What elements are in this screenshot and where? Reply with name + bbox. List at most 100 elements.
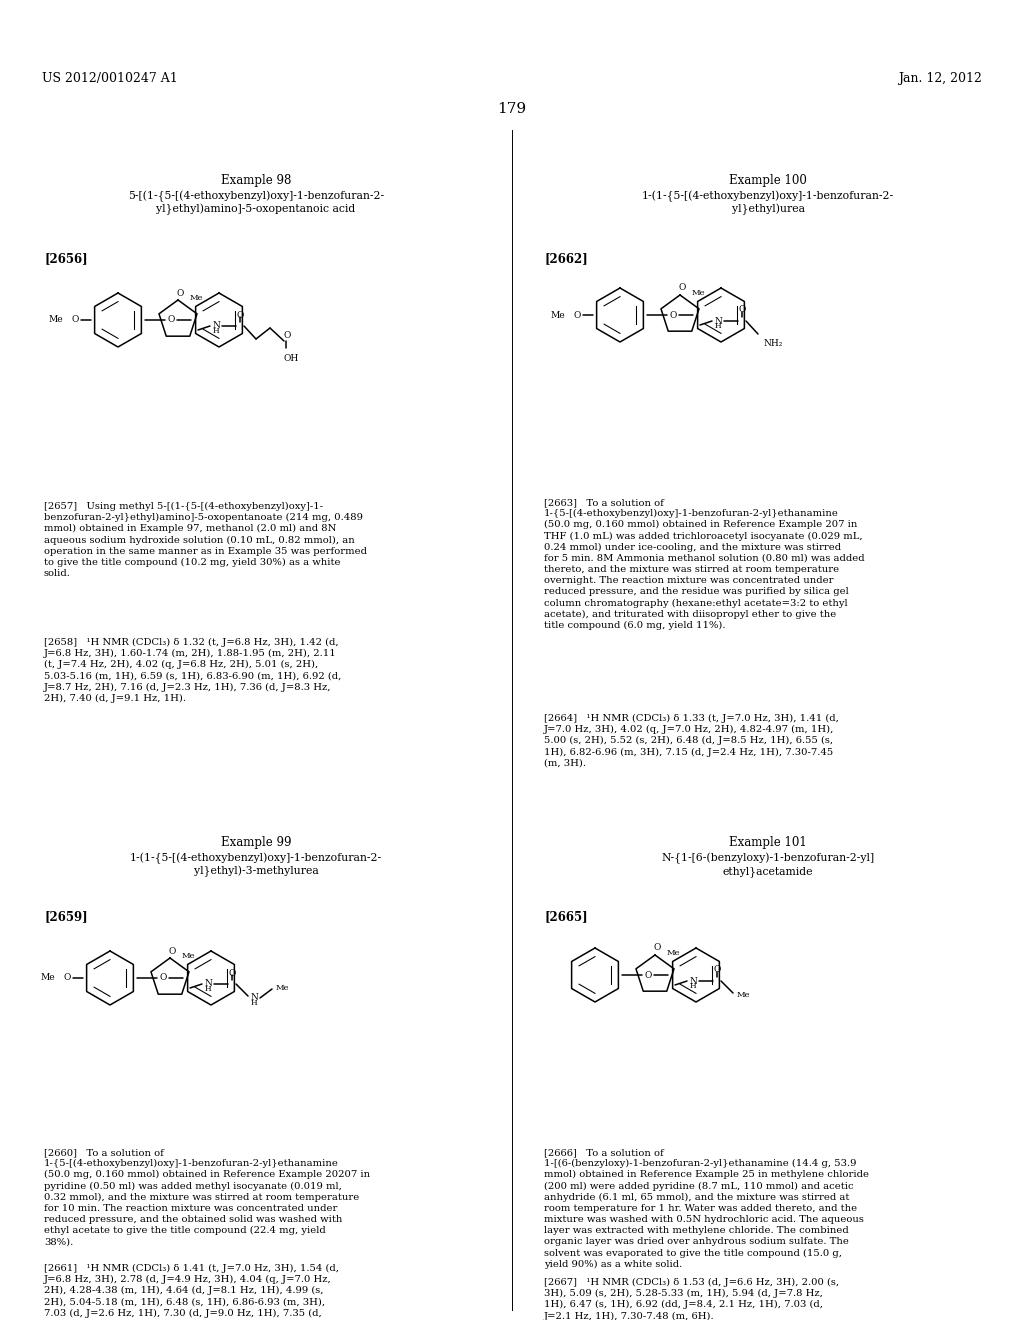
Text: Jan. 12, 2012: Jan. 12, 2012 (898, 73, 982, 84)
Text: H: H (205, 985, 211, 993)
Text: J=6.8 Hz, 3H), 1.60-1.74 (m, 2H), 1.88-1.95 (m, 2H), 2.11: J=6.8 Hz, 3H), 1.60-1.74 (m, 2H), 1.88-1… (44, 649, 337, 659)
Text: reduced pressure, and the residue was purified by silica gel: reduced pressure, and the residue was pu… (544, 587, 849, 597)
Text: 2H), 4.28-4.38 (m, 1H), 4.64 (d, J=8.1 Hz, 1H), 4.99 (s,: 2H), 4.28-4.38 (m, 1H), 4.64 (d, J=8.1 H… (44, 1286, 324, 1295)
Text: Me: Me (692, 289, 706, 297)
Text: 1-(1-{5-[(4-ethoxybenzyl)oxy]-1-benzofuran-2-
yl}ethyl)urea: 1-(1-{5-[(4-ethoxybenzyl)oxy]-1-benzofur… (642, 191, 894, 215)
Text: title compound (6.0 mg, yield 11%).: title compound (6.0 mg, yield 11%). (544, 620, 725, 630)
Text: O: O (237, 310, 244, 319)
Text: 1H), 6.82-6.96 (m, 3H), 7.15 (d, J=2.4 Hz, 1H), 7.30-7.45: 1H), 6.82-6.96 (m, 3H), 7.15 (d, J=2.4 H… (544, 747, 834, 756)
Text: N: N (250, 994, 258, 1002)
Text: Me: Me (667, 949, 681, 957)
Text: 5.00 (s, 2H), 5.52 (s, 2H), 6.48 (d, J=8.5 Hz, 1H), 6.55 (s,: 5.00 (s, 2H), 5.52 (s, 2H), 6.48 (d, J=8… (544, 737, 834, 746)
Text: solid.: solid. (44, 569, 71, 578)
Text: 1H), 6.47 (s, 1H), 6.92 (dd, J=8.4, 2.1 Hz, 1H), 7.03 (d,: 1H), 6.47 (s, 1H), 6.92 (dd, J=8.4, 2.1 … (544, 1300, 823, 1309)
Text: 1-[(6-(benzyloxy)-1-benzofuran-2-yl}ethanamine (14.4 g, 53.9: 1-[(6-(benzyloxy)-1-benzofuran-2-yl}etha… (544, 1159, 856, 1168)
Text: H: H (213, 327, 219, 335)
Text: J=2.1 Hz, 1H), 7.30-7.48 (m, 6H).: J=2.1 Hz, 1H), 7.30-7.48 (m, 6H). (544, 1312, 715, 1320)
Text: 7.03 (d, J=2.6 Hz, 1H), 7.30 (d, J=9.0 Hz, 1H), 7.35 (d,: 7.03 (d, J=2.6 Hz, 1H), 7.30 (d, J=9.0 H… (44, 1308, 322, 1317)
Text: 1-(1-{5-[(4-ethoxybenzyl)oxy]-1-benzofuran-2-
yl}ethyl)-3-methylurea: 1-(1-{5-[(4-ethoxybenzyl)oxy]-1-benzofur… (130, 853, 382, 878)
Text: pyridine (0.50 ml) was added methyl isocyanate (0.019 ml,: pyridine (0.50 ml) was added methyl isoc… (44, 1181, 342, 1191)
Text: for 10 min. The reaction mixture was concentrated under: for 10 min. The reaction mixture was con… (44, 1204, 337, 1213)
Text: THF (1.0 mL) was added trichloroacetyl isocyanate (0.029 mL,: THF (1.0 mL) was added trichloroacetyl i… (544, 532, 862, 541)
Text: [2657]   Using methyl 5-[(1-{5-[(4-ethoxybenzyl)oxy]-1-: [2657] Using methyl 5-[(1-{5-[(4-ethoxyb… (44, 502, 324, 511)
Text: O: O (678, 284, 686, 293)
Text: OH: OH (284, 354, 299, 363)
Text: Example 100: Example 100 (729, 174, 807, 187)
Text: Example 98: Example 98 (221, 174, 291, 187)
Text: 38%).: 38%). (44, 1237, 74, 1246)
Text: room temperature for 1 hr. Water was added thereto, and the: room temperature for 1 hr. Water was add… (544, 1204, 857, 1213)
Text: column chromatography (hexane:ethyl acetate=3:2 to ethyl: column chromatography (hexane:ethyl acet… (544, 598, 848, 607)
Text: acetate), and triturated with diisopropyl ether to give the: acetate), and triturated with diisopropy… (544, 610, 837, 619)
Text: 1-{5-[(4-ethoxybenzyl)oxy]-1-benzofuran-2-yl}ethanamine: 1-{5-[(4-ethoxybenzyl)oxy]-1-benzofuran-… (544, 510, 839, 519)
Text: J=8.7 Hz, 2H), 7.16 (d, J=2.3 Hz, 1H), 7.36 (d, J=8.3 Hz,: J=8.7 Hz, 2H), 7.16 (d, J=2.3 Hz, 1H), 7… (44, 682, 332, 692)
Text: 2H), 5.04-5.18 (m, 1H), 6.48 (s, 1H), 6.86-6.93 (m, 3H),: 2H), 5.04-5.18 (m, 1H), 6.48 (s, 1H), 6.… (44, 1298, 326, 1307)
Text: N-{1-[6-(benzyloxy)-1-benzofuran-2-yl]
ethyl}acetamide: N-{1-[6-(benzyloxy)-1-benzofuran-2-yl] e… (662, 853, 874, 876)
Text: (200 ml) were added pyridine (8.7 mL, 110 mmol) and acetic: (200 ml) were added pyridine (8.7 mL, 11… (544, 1181, 854, 1191)
Text: Me: Me (48, 315, 63, 325)
Text: layer was extracted with methylene chloride. The combined: layer was extracted with methylene chlor… (544, 1226, 849, 1236)
Text: H: H (690, 982, 696, 990)
Text: anhydride (6.1 ml, 65 mmol), and the mixture was stirred at: anhydride (6.1 ml, 65 mmol), and the mix… (544, 1193, 849, 1201)
Text: O: O (167, 315, 175, 325)
Text: to give the title compound (10.2 mg, yield 30%) as a white: to give the title compound (10.2 mg, yie… (44, 558, 341, 566)
Text: N: N (204, 979, 212, 989)
Text: O: O (738, 305, 745, 314)
Text: J=7.0 Hz, 3H), 4.02 (q, J=7.0 Hz, 2H), 4.82-4.97 (m, 1H),: J=7.0 Hz, 3H), 4.02 (q, J=7.0 Hz, 2H), 4… (544, 725, 835, 734)
Text: yield 90%) as a white solid.: yield 90%) as a white solid. (544, 1259, 682, 1269)
Text: [2659]: [2659] (44, 909, 88, 923)
Text: (t, J=7.4 Hz, 2H), 4.02 (q, J=6.8 Hz, 2H), 5.01 (s, 2H),: (t, J=7.4 Hz, 2H), 4.02 (q, J=6.8 Hz, 2H… (44, 660, 318, 669)
Text: [2667]   ¹H NMR (CDCl₃) δ 1.53 (d, J=6.6 Hz, 3H), 2.00 (s,: [2667] ¹H NMR (CDCl₃) δ 1.53 (d, J=6.6 H… (544, 1278, 839, 1287)
Text: Example 99: Example 99 (221, 836, 291, 849)
Text: mmol) obtained in Example 97, methanol (2.0 ml) and 8N: mmol) obtained in Example 97, methanol (… (44, 524, 336, 533)
Text: for 5 min. 8M Ammonia methanol solution (0.80 ml) was added: for 5 min. 8M Ammonia methanol solution … (544, 554, 864, 562)
Text: 179: 179 (498, 102, 526, 116)
Text: organic layer was dried over anhydrous sodium sulfate. The: organic layer was dried over anhydrous s… (544, 1237, 849, 1246)
Text: Me: Me (737, 991, 751, 999)
Text: [2658]   ¹H NMR (CDCl₃) δ 1.32 (t, J=6.8 Hz, 3H), 1.42 (d,: [2658] ¹H NMR (CDCl₃) δ 1.32 (t, J=6.8 H… (44, 638, 339, 647)
Text: operation in the same manner as in Example 35 was performed: operation in the same manner as in Examp… (44, 546, 367, 556)
Text: N: N (689, 977, 697, 986)
Text: O: O (644, 970, 651, 979)
Text: O: O (72, 315, 79, 325)
Text: NH₂: NH₂ (764, 339, 783, 348)
Text: Example 101: Example 101 (729, 836, 807, 849)
Text: N: N (714, 317, 722, 326)
Text: aqueous sodium hydroxide solution (0.10 mL, 0.82 mmol), an: aqueous sodium hydroxide solution (0.10 … (44, 536, 354, 545)
Text: O: O (670, 310, 677, 319)
Text: O: O (653, 944, 660, 953)
Text: Me: Me (276, 983, 290, 993)
Text: Me: Me (40, 974, 55, 982)
Text: (50.0 mg, 0.160 mmol) obtained in Reference Example 207 in: (50.0 mg, 0.160 mmol) obtained in Refere… (544, 520, 857, 529)
Text: O: O (63, 974, 71, 982)
Text: overnight. The reaction mixture was concentrated under: overnight. The reaction mixture was conc… (544, 576, 834, 585)
Text: N: N (212, 322, 220, 330)
Text: O: O (573, 310, 581, 319)
Text: [2664]   ¹H NMR (CDCl₃) δ 1.33 (t, J=7.0 Hz, 3H), 1.41 (d,: [2664] ¹H NMR (CDCl₃) δ 1.33 (t, J=7.0 H… (544, 714, 839, 723)
Text: mixture was washed with 0.5N hydrochloric acid. The aqueous: mixture was washed with 0.5N hydrochlori… (544, 1214, 864, 1224)
Text: 2H), 7.40 (d, J=9.1 Hz, 1H).: 2H), 7.40 (d, J=9.1 Hz, 1H). (44, 694, 186, 704)
Text: Me: Me (182, 952, 196, 960)
Text: US 2012/0010247 A1: US 2012/0010247 A1 (42, 73, 178, 84)
Text: [2656]: [2656] (44, 252, 88, 265)
Text: [2666]   To a solution of: [2666] To a solution of (544, 1148, 664, 1158)
Text: O: O (176, 289, 183, 297)
Text: thereto, and the mixture was stirred at room temperature: thereto, and the mixture was stirred at … (544, 565, 839, 574)
Text: [2662]: [2662] (544, 252, 588, 265)
Text: [2660]   To a solution of: [2660] To a solution of (44, 1148, 164, 1158)
Text: 0.32 mmol), and the mixture was stirred at room temperature: 0.32 mmol), and the mixture was stirred … (44, 1193, 359, 1201)
Text: ethyl acetate to give the title compound (22.4 mg, yield: ethyl acetate to give the title compound… (44, 1226, 326, 1236)
Text: benzofuran-2-yl}ethyl)amino]-5-oxopentanoate (214 mg, 0.489: benzofuran-2-yl}ethyl)amino]-5-oxopentan… (44, 513, 362, 523)
Text: [2665]: [2665] (544, 909, 588, 923)
Text: (50.0 mg, 0.160 mmol) obtained in Reference Example 20207 in: (50.0 mg, 0.160 mmol) obtained in Refere… (44, 1171, 370, 1180)
Text: H: H (251, 999, 257, 1007)
Text: J=6.8 Hz, 3H), 2.78 (d, J=4.9 Hz, 3H), 4.04 (q, J=7.0 Hz,: J=6.8 Hz, 3H), 2.78 (d, J=4.9 Hz, 3H), 4… (44, 1275, 332, 1284)
Text: [2661]   ¹H NMR (CDCl₃) δ 1.41 (t, J=7.0 Hz, 3H), 1.54 (d,: [2661] ¹H NMR (CDCl₃) δ 1.41 (t, J=7.0 H… (44, 1265, 339, 1272)
Text: 5.03-5.16 (m, 1H), 6.59 (s, 1H), 6.83-6.90 (m, 1H), 6.92 (d,: 5.03-5.16 (m, 1H), 6.59 (s, 1H), 6.83-6.… (44, 672, 341, 681)
Text: Me: Me (550, 310, 565, 319)
Text: 0.24 mmol) under ice-cooling, and the mixture was stirred: 0.24 mmol) under ice-cooling, and the mi… (544, 543, 841, 552)
Text: mmol) obtained in Reference Example 25 in methylene chloride: mmol) obtained in Reference Example 25 i… (544, 1171, 869, 1180)
Text: O: O (714, 965, 721, 974)
Text: 3H), 5.09 (s, 2H), 5.28-5.33 (m, 1H), 5.94 (d, J=7.8 Hz,: 3H), 5.09 (s, 2H), 5.28-5.33 (m, 1H), 5.… (544, 1290, 823, 1299)
Text: O: O (284, 331, 292, 341)
